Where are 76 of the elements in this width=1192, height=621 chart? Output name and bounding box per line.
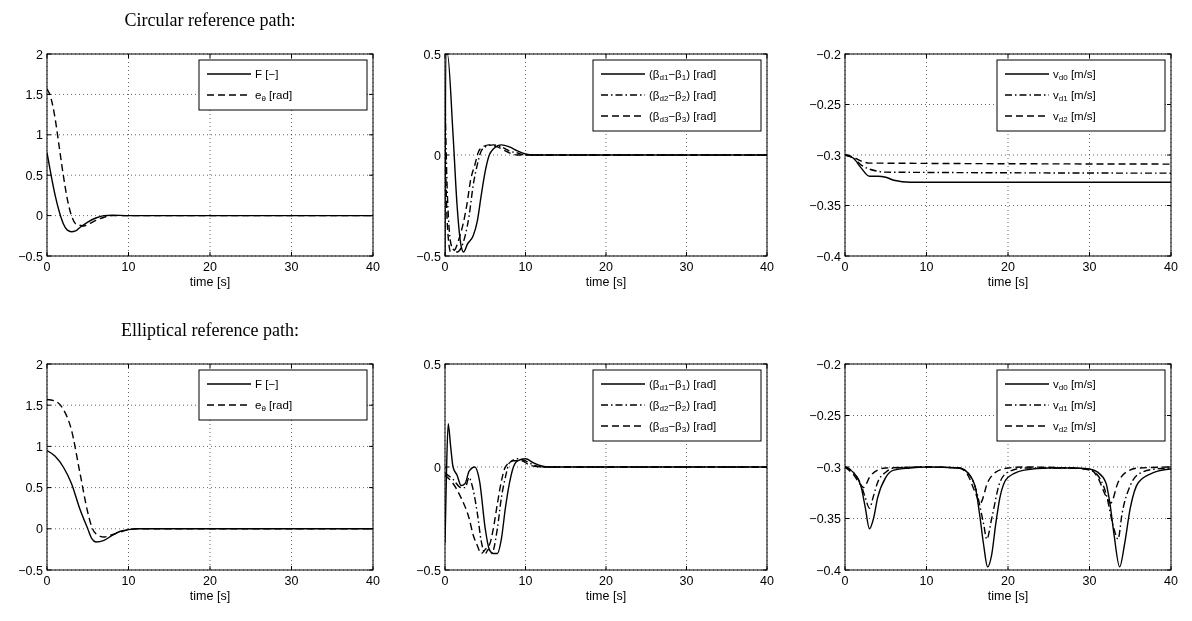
legend-label: (β$_{d3}$−β$_{3}$) [rad] [649, 110, 717, 125]
x-tick-label: 10 [121, 260, 136, 274]
legend-label: F [−] [255, 378, 279, 390]
x-tick-label: 30 [284, 260, 299, 274]
legend-label: e$_{θ}$ [rad] [255, 399, 293, 414]
x-tick-label: 30 [1082, 260, 1097, 274]
legend-label: e$_{θ}$ [rad] [255, 89, 293, 104]
x-tick-label: 10 [919, 260, 934, 274]
x-tick-label: 40 [760, 574, 774, 588]
chart-title: Circular reference path: [124, 10, 296, 30]
x-axis-title: time [s] [189, 589, 231, 603]
legend-label: v$_{d1}$ [m/s] [1053, 89, 1096, 104]
legend-label: v$_{d1}$ [m/s] [1053, 399, 1096, 414]
legend-label: (β$_{d2}$−β$_{2}$) [rad] [649, 399, 717, 414]
x-tick-label: 30 [1082, 574, 1097, 588]
y-tick-label: 1.5 [25, 87, 44, 102]
y-tick-label: 0.5 [25, 481, 44, 496]
x-axis-title: time [s] [585, 275, 627, 289]
legend-label: v$_{d2}$ [m/s] [1053, 110, 1096, 125]
y-tick-label: 0 [36, 522, 44, 537]
x-tick-label: 10 [518, 574, 533, 588]
y-tick-label: −0.2 [816, 47, 842, 62]
y-tick-label: 2 [36, 47, 44, 62]
y-tick-label: −0.5 [18, 249, 44, 264]
y-tick-label: −0.3 [816, 460, 842, 475]
y-tick-label: −0.25 [809, 98, 842, 112]
chart-title: Elliptical reference path: [121, 320, 299, 340]
y-tick-label: 1 [36, 128, 44, 143]
x-tick-label: 40 [366, 574, 380, 588]
x-tick-label: 30 [679, 260, 694, 274]
y-tick-label: −0.35 [809, 199, 842, 213]
y-tick-label: 1.5 [25, 398, 44, 413]
x-axis-title: time [s] [585, 589, 627, 603]
y-tick-label: 2 [36, 357, 44, 372]
x-axis-title: time [s] [189, 275, 231, 289]
y-tick-label: −0.4 [816, 563, 842, 578]
x-tick-label: 20 [599, 260, 613, 274]
x-tick-label: 30 [284, 574, 299, 588]
x-tick-label: 40 [1164, 260, 1178, 274]
y-tick-label: 0 [36, 209, 44, 224]
x-tick-label: 20 [1001, 260, 1015, 274]
legend-label: (β$_{d1}$−β$_{1}$) [rad] [649, 378, 717, 393]
legend-label: v$_{d0}$ [m/s] [1053, 378, 1096, 393]
y-tick-label: 0.5 [423, 357, 442, 372]
y-tick-label: 0 [434, 148, 442, 163]
x-tick-label: 20 [203, 260, 217, 274]
x-tick-label: 40 [366, 260, 380, 274]
x-tick-label: 20 [599, 574, 613, 588]
x-tick-label: 20 [203, 574, 217, 588]
y-tick-label: −0.3 [816, 148, 842, 163]
y-tick-label: −0.5 [416, 249, 442, 264]
y-tick-label: 0 [434, 460, 442, 475]
legend-label: (β$_{d2}$−β$_{2}$) [rad] [649, 89, 717, 104]
x-axis-title: time [s] [987, 589, 1029, 603]
y-tick-label: −0.2 [816, 357, 842, 372]
y-tick-label: −0.25 [809, 409, 842, 423]
x-axis-title: time [s] [987, 275, 1029, 289]
x-tick-label: 10 [518, 260, 533, 274]
y-tick-label: −0.35 [809, 512, 842, 526]
legend-label: (β$_{d3}$−β$_{3}$) [rad] [649, 420, 717, 435]
legend-label: (β$_{d1}$−β$_{1}$) [rad] [649, 68, 717, 83]
legend-label: F [−] [255, 68, 279, 80]
x-tick-label: 40 [760, 260, 774, 274]
y-tick-label: 0.5 [25, 168, 44, 183]
x-tick-label: 30 [679, 574, 694, 588]
y-tick-label: −0.5 [18, 563, 44, 578]
legend-label: v$_{d2}$ [m/s] [1053, 420, 1096, 435]
x-tick-label: 20 [1001, 574, 1015, 588]
x-tick-label: 10 [121, 574, 136, 588]
y-tick-label: −0.5 [416, 563, 442, 578]
x-tick-label: 40 [1164, 574, 1178, 588]
legend-label: v$_{d0}$ [m/s] [1053, 68, 1096, 83]
x-tick-label: 10 [919, 574, 934, 588]
y-tick-label: 1 [36, 439, 44, 454]
y-tick-label: 0.5 [423, 47, 442, 62]
y-tick-label: −0.4 [816, 249, 842, 264]
